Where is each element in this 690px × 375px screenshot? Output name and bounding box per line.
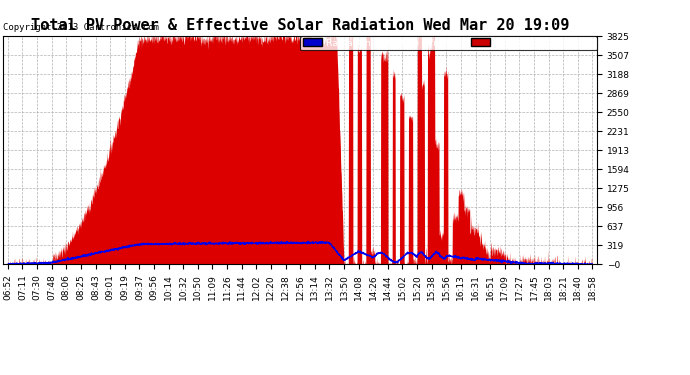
Text: Copyright 2013 Cartronics.com: Copyright 2013 Cartronics.com xyxy=(3,23,159,32)
Legend: Radiation (Effective w/m2), PV Panels (DC Watts): Radiation (Effective w/m2), PV Panels (D… xyxy=(300,36,597,51)
Title: Total PV Power & Effective Solar Radiation Wed Mar 20 19:09: Total PV Power & Effective Solar Radiati… xyxy=(31,18,569,33)
